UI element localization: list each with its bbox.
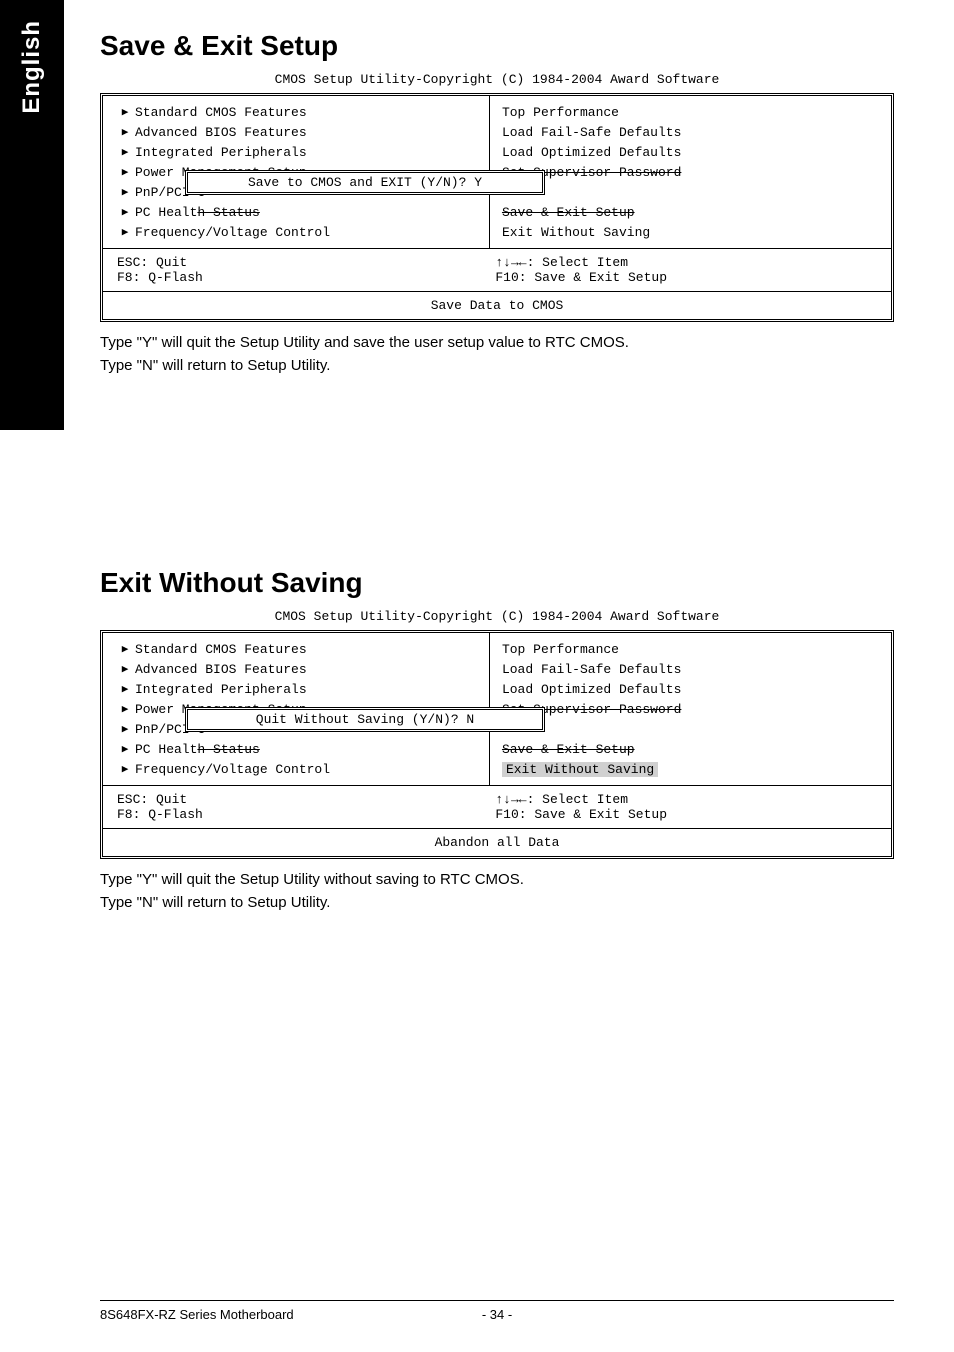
menu-item[interactable]: Advanced BIOS Features <box>135 662 307 677</box>
menu-arrow-icon: ▶ <box>115 125 135 139</box>
menu-arrow-icon: ▶ <box>115 742 135 756</box>
footer-right <box>629 1307 894 1322</box>
save-dialog[interactable]: Save to CMOS and EXIT (Y/N)? Y <box>185 170 545 195</box>
menu-item[interactable]: Save & Exit Setup <box>502 742 635 757</box>
page-content: Save & Exit Setup CMOS Setup Utility-Cop… <box>100 0 894 914</box>
menu-item[interactable]: Top Performance <box>502 642 619 657</box>
body-line: Type "N" will return to Setup Utility. <box>100 355 894 378</box>
menu-arrow-icon: ▶ <box>115 185 135 199</box>
footer-f10: F10: Save & Exit Setup <box>483 270 877 285</box>
menu-arrow-icon: ▶ <box>115 145 135 159</box>
bios1-left-col: ▶Standard CMOS Features ▶Advanced BIOS F… <box>103 96 490 248</box>
language-sidebar: English <box>0 0 64 430</box>
page-footer: 8S648FX-RZ Series Motherboard - 34 - <box>100 1300 894 1322</box>
menu-item[interactable]: Standard CMOS Features <box>135 642 307 657</box>
bios2-footer: ESC: Quit ↑↓→←: Select Item F8: Q-Flash … <box>103 785 891 828</box>
menu-item[interactable]: Integrated Peripherals <box>135 145 307 160</box>
menu-item[interactable]: Top Performance <box>502 105 619 120</box>
bios2-left-col: ▶Standard CMOS Features ▶Advanced BIOS F… <box>103 633 490 785</box>
menu-arrow-icon: ▶ <box>115 225 135 239</box>
bios2-box: ▶Standard CMOS Features ▶Advanced BIOS F… <box>100 630 894 859</box>
bios1-footer: ESC: Quit ↑↓→←: Select Item F8: Q-Flash … <box>103 248 891 291</box>
menu-item[interactable]: PC Health Status <box>135 742 260 757</box>
menu-item[interactable]: Exit Without Saving <box>502 225 650 240</box>
menu-item[interactable]: Frequency/Voltage Control <box>135 225 330 240</box>
menu-item[interactable]: Standard CMOS Features <box>135 105 307 120</box>
menu-item[interactable]: PC Health Status <box>135 205 260 220</box>
body-line: Type "N" will return to Setup Utility. <box>100 892 894 915</box>
body-line: Type "Y" will quit the Setup Utility wit… <box>100 869 894 892</box>
bios2-caption: Abandon all Data <box>103 828 891 856</box>
menu-item[interactable]: Frequency/Voltage Control <box>135 762 330 777</box>
menu-arrow-icon: ▶ <box>115 662 135 676</box>
menu-item[interactable]: Integrated Peripherals <box>135 682 307 697</box>
language-label: English <box>18 20 46 114</box>
footer-esc: ESC: Quit <box>117 255 483 270</box>
bios2-right-col: Top Performance Load Fail-Safe Defaults … <box>490 633 891 785</box>
section1-body: Type "Y" will quit the Setup Utility and… <box>100 332 894 377</box>
bios1-caption: Save Data to CMOS <box>103 291 891 319</box>
bios2-header: CMOS Setup Utility-Copyright (C) 1984-20… <box>100 609 894 624</box>
menu-item[interactable]: Load Fail-Safe Defaults <box>502 125 681 140</box>
footer-esc: ESC: Quit <box>117 792 483 807</box>
footer-select: ↑↓→←: Select Item <box>483 255 877 270</box>
footer-select: ↑↓→←: Select Item <box>483 792 877 807</box>
menu-arrow-icon: ▶ <box>115 682 135 696</box>
menu-item[interactable]: Load Fail-Safe Defaults <box>502 662 681 677</box>
section2-body: Type "Y" will quit the Setup Utility wit… <box>100 869 894 914</box>
menu-item[interactable]: Save & Exit Setup <box>502 205 635 220</box>
menu-arrow-icon: ▶ <box>115 165 135 179</box>
menu-arrow-icon: ▶ <box>115 702 135 716</box>
bios1-box: ▶Standard CMOS Features ▶Advanced BIOS F… <box>100 93 894 322</box>
menu-item[interactable]: Load Optimized Defaults <box>502 145 681 160</box>
section1-title: Save & Exit Setup <box>100 30 894 62</box>
footer-f10: F10: Save & Exit Setup <box>483 807 877 822</box>
menu-arrow-icon: ▶ <box>115 205 135 219</box>
footer-qflash: F8: Q-Flash <box>117 807 483 822</box>
menu-item[interactable]: Load Optimized Defaults <box>502 682 681 697</box>
menu-item[interactable]: Advanced BIOS Features <box>135 125 307 140</box>
section2-title: Exit Without Saving <box>100 567 894 599</box>
menu-item[interactable]: Exit Without Saving <box>502 762 658 777</box>
menu-arrow-icon: ▶ <box>115 105 135 119</box>
footer-product: 8S648FX-RZ Series Motherboard <box>100 1307 365 1322</box>
footer-qflash: F8: Q-Flash <box>117 270 483 285</box>
footer-page-number: - 34 - <box>365 1307 630 1322</box>
quit-dialog[interactable]: Quit Without Saving (Y/N)? N <box>185 707 545 732</box>
menu-arrow-icon: ▶ <box>115 762 135 776</box>
bios1-header: CMOS Setup Utility-Copyright (C) 1984-20… <box>100 72 894 87</box>
menu-arrow-icon: ▶ <box>115 722 135 736</box>
bios1-right-col: Top Performance Load Fail-Safe Defaults … <box>490 96 891 248</box>
menu-arrow-icon: ▶ <box>115 642 135 656</box>
body-line: Type "Y" will quit the Setup Utility and… <box>100 332 894 355</box>
